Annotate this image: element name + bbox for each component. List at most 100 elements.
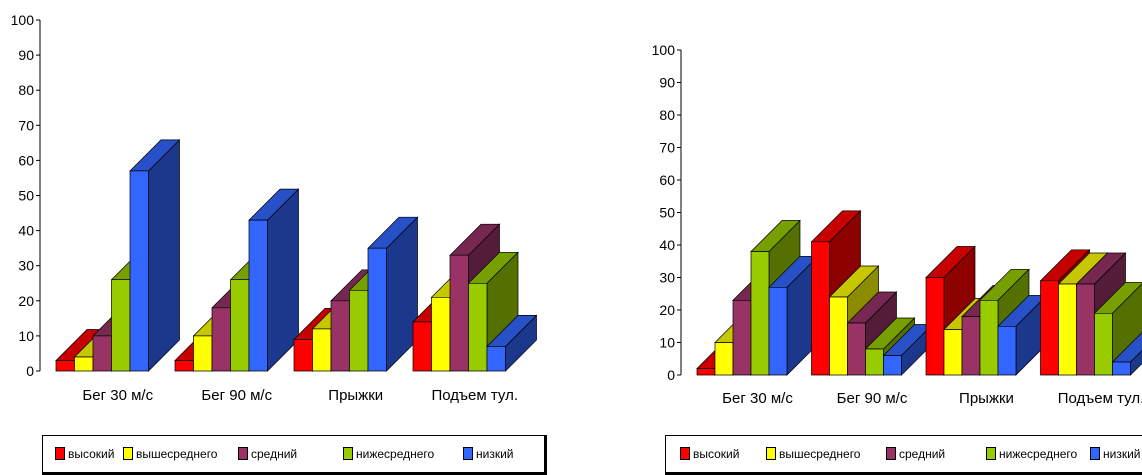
legend-label: высокий <box>68 447 115 461</box>
bar-front <box>111 279 131 372</box>
legend-label: нижесреднего <box>356 447 435 461</box>
y-tick-label: 80 <box>659 107 675 123</box>
bar-side <box>148 139 180 372</box>
bar-front <box>997 325 1017 376</box>
y-tick-label: 40 <box>659 237 675 253</box>
legend-label: нижесреднего <box>999 447 1078 461</box>
y-tick-label: 50 <box>18 188 34 204</box>
legend-item: средний <box>238 446 297 462</box>
legend-label: средний <box>251 447 298 461</box>
y-tick-label: 70 <box>659 140 675 156</box>
legend-item: вышесреднего <box>766 446 860 462</box>
legend-label: низкий <box>476 447 514 461</box>
bar-front <box>449 254 469 372</box>
bar <box>248 188 300 372</box>
bar-front <box>1058 283 1077 376</box>
x-tick-label: Бег 90 м/с <box>837 390 908 407</box>
legend-item: вышесреднего <box>123 446 217 462</box>
bar-front <box>829 296 848 376</box>
bar-front <box>431 296 451 372</box>
x-tick-label: Прыжки <box>959 390 1014 407</box>
legend-swatch <box>766 447 776 460</box>
legend-item: низкий <box>463 446 514 462</box>
bar-front <box>92 335 112 372</box>
legend-swatch <box>343 447 353 460</box>
legend-swatch <box>55 447 65 460</box>
legend-item: нижесреднего <box>343 446 434 462</box>
bar-front <box>129 170 149 372</box>
y-tick-label: 20 <box>18 293 34 309</box>
bar-front <box>248 219 268 372</box>
legend-swatch <box>123 447 133 460</box>
bar <box>367 216 419 372</box>
bar-front <box>1094 312 1113 376</box>
y-tick-label: 70 <box>18 117 34 133</box>
bar-front <box>714 342 734 376</box>
bar-front <box>330 300 350 372</box>
y-tick-label: 100 <box>652 42 676 58</box>
y-tick-label: 20 <box>659 302 675 318</box>
chart-2: 0 10 20 30 40 50 60 70 80 90 100 Бег 30 м/с Бег 90 м… <box>652 42 1142 407</box>
legend-swatch <box>238 447 248 460</box>
x-tick-label: Бег 30 м/с <box>82 387 153 404</box>
bar-front <box>696 368 716 376</box>
bar-front <box>174 360 194 372</box>
bar-front <box>486 346 506 372</box>
bar-front <box>750 251 770 376</box>
bar <box>768 255 819 376</box>
bar-front <box>1076 283 1095 376</box>
y-tick-label: 60 <box>18 152 34 168</box>
chart-1: 0 10 20 30 40 50 60 70 80 90 100 Бег 30 м/с Бег 90 м… <box>11 12 538 404</box>
legend-swatch <box>680 447 690 460</box>
legend-label: вышесреднего <box>779 447 861 461</box>
legend-item: средний <box>886 446 945 462</box>
legend-item: высокий <box>680 446 739 462</box>
legend-label: вышесреднего <box>136 447 218 461</box>
bar <box>1111 332 1142 376</box>
x-tick-label: Бег 90 м/с <box>201 387 272 404</box>
bar-front <box>468 282 488 372</box>
x-tick-label: Подъем тул. <box>431 387 518 404</box>
y-tick-label: 10 <box>18 328 34 344</box>
x-tick-label: Подъем тул. <box>1058 390 1142 407</box>
y-tick-label: 50 <box>659 205 675 221</box>
bar-front <box>961 316 981 376</box>
legend-swatch <box>886 447 896 460</box>
legend-item: нижесреднего <box>986 446 1077 462</box>
bar-front <box>293 339 313 372</box>
bar <box>997 294 1048 376</box>
x-tick-label: Бег 30 м/с <box>722 390 793 407</box>
bar-front <box>55 360 75 372</box>
legend-swatch <box>1090 447 1100 460</box>
legend-item: высокий <box>55 446 114 462</box>
y-tick-label: 90 <box>659 75 675 91</box>
legend-label: высокий <box>693 447 740 461</box>
legend-swatch <box>986 447 996 460</box>
legend-swatch <box>463 447 473 460</box>
y-tick-label: 0 <box>667 367 675 383</box>
bar <box>882 323 934 376</box>
bar-front <box>1112 361 1131 376</box>
y-tick-label: 40 <box>18 223 34 239</box>
bar-front <box>412 321 432 372</box>
legend-left-chart: высокий вышесреднего средний нижесреднего ни… <box>42 435 547 475</box>
bar-front <box>732 299 752 376</box>
bar-front <box>979 299 999 376</box>
bar-front <box>312 328 332 372</box>
bar-front <box>230 279 250 372</box>
y-tick-label: 60 <box>659 172 675 188</box>
bar-front <box>768 286 788 376</box>
bar-front <box>1040 280 1059 376</box>
x-tick-label: Прыжки <box>328 387 383 404</box>
y-tick-label: 100 <box>11 12 35 28</box>
y-tick-label: 30 <box>659 270 675 286</box>
bar-front <box>193 335 213 372</box>
legend-label: низкий <box>1103 447 1141 461</box>
y-tick-label: 30 <box>18 258 34 274</box>
bar-front <box>211 307 231 372</box>
bar-front <box>925 277 945 376</box>
bar-front <box>74 356 94 372</box>
bar-front <box>883 355 902 376</box>
legend-label: средний <box>899 447 946 461</box>
